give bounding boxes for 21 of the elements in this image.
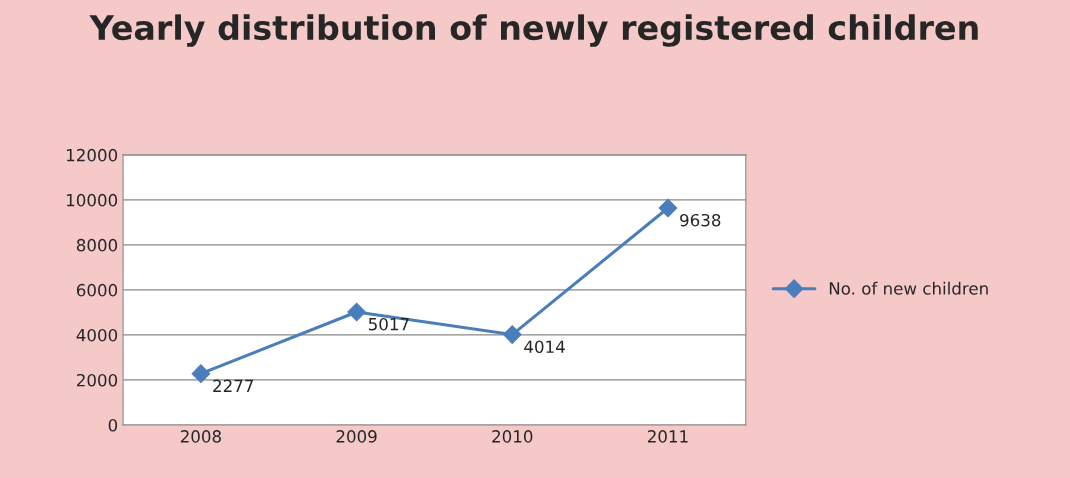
data-label: 2277 (213, 379, 253, 392)
x-tick-label: 2010 (492, 430, 533, 443)
y-tick-label: 12000 (67, 148, 118, 162)
data-label: 9638 (680, 213, 721, 227)
point (347, 302, 366, 322)
y-tick-label: 8000 (76, 238, 118, 252)
y-tick-label: 6000 (76, 283, 118, 297)
data-label: 5017 (368, 317, 409, 331)
x-tick-label: 2009 (336, 430, 377, 443)
x-tick-label: 2011 (647, 430, 688, 443)
x-tick-label: 2008 (180, 430, 221, 443)
point (502, 325, 522, 344)
legend-label: No. of new children (829, 281, 988, 295)
point (191, 364, 211, 384)
y-tick-label: 0 (108, 418, 118, 432)
y-tick-label: 2000 (76, 373, 118, 387)
y-tick-label: 10000 (67, 193, 118, 207)
data-label: 4014 (524, 340, 565, 354)
chart-title: Yearly distribution of newly registered children (89, 14, 978, 47)
point (658, 198, 678, 218)
y-tick-label: 4000 (76, 328, 118, 342)
